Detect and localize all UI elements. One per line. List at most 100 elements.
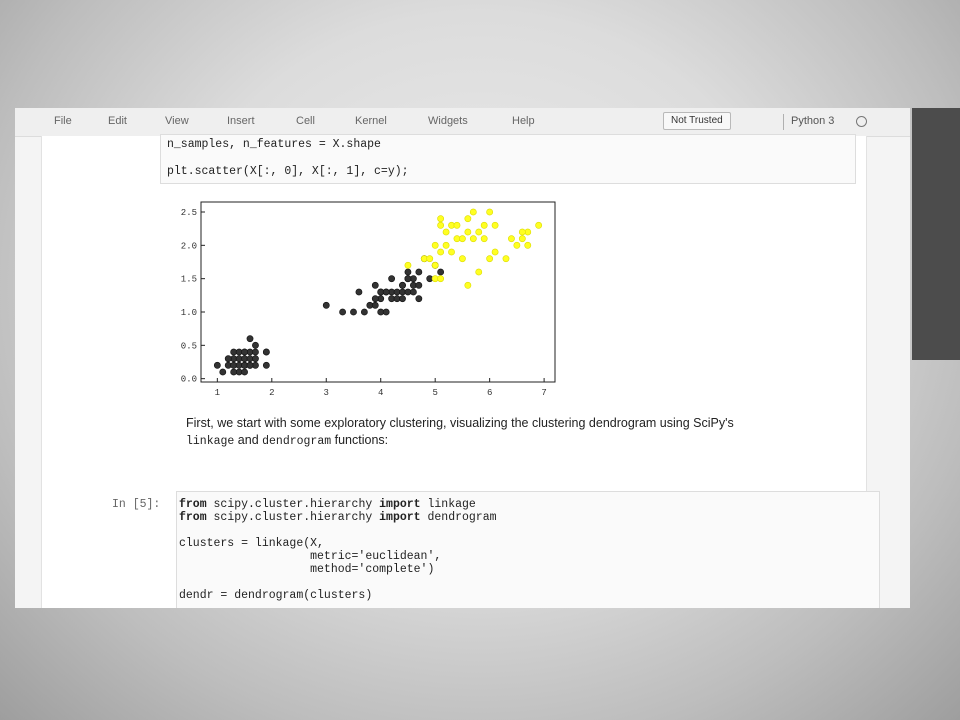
divider	[783, 114, 784, 130]
data-point	[448, 248, 455, 256]
data-point	[360, 308, 368, 316]
data-point	[431, 261, 439, 269]
data-point	[415, 295, 423, 303]
data-point	[322, 301, 330, 309]
code-line: metric='euclidean',	[179, 550, 442, 563]
data-point	[246, 335, 254, 343]
data-point	[491, 221, 499, 229]
y-tick-label: 0.0	[181, 375, 197, 385]
data-point	[219, 368, 227, 376]
x-tick-label: 1	[215, 388, 220, 398]
code-line: method='complete')	[179, 563, 435, 576]
code-cell-input[interactable]: n_samples, n_features = X.shape plt.scat…	[160, 134, 856, 184]
menu-help[interactable]: Help	[512, 115, 535, 127]
x-tick-label: 7	[541, 388, 546, 398]
data-point	[241, 368, 248, 376]
data-point	[453, 221, 461, 229]
code-token: scipy.cluster.hierarchy	[213, 511, 373, 524]
data-point	[437, 248, 445, 256]
data-point	[437, 221, 445, 229]
data-point	[371, 281, 379, 289]
notebook-page[interactable]: n_samples, n_features = X.shape plt.scat…	[41, 134, 880, 608]
data-point	[252, 355, 259, 363]
notebook-window: File Edit View Insert Cell Kernel Widget…	[15, 108, 910, 608]
menu-insert[interactable]: Insert	[227, 115, 255, 127]
x-tick-label: 5	[432, 388, 437, 398]
data-point	[252, 348, 259, 356]
data-point	[404, 261, 412, 269]
data-point	[442, 228, 450, 236]
data-point	[459, 235, 466, 243]
data-point	[491, 248, 499, 256]
data-point	[459, 255, 466, 263]
data-point	[426, 255, 434, 263]
y-tick-label: 1.5	[181, 275, 197, 285]
data-point	[241, 348, 248, 356]
x-tick-label: 6	[487, 388, 492, 398]
menu-view[interactable]: View	[165, 115, 189, 127]
markdown-cell: First, we start with some exploratory cl…	[186, 415, 876, 450]
data-point	[224, 355, 232, 363]
data-point	[480, 235, 488, 243]
x-tick-label: 3	[324, 388, 329, 398]
x-tick-label: 2	[269, 388, 274, 398]
code-token: dendrogram	[427, 511, 497, 524]
menu-kernel[interactable]: Kernel	[355, 115, 387, 127]
data-point	[524, 241, 532, 249]
kernel-idle-icon	[856, 116, 867, 127]
markdown-line: linkage and dendrogram functions:	[186, 432, 876, 450]
data-point	[535, 221, 543, 229]
data-point	[399, 281, 406, 289]
data-point	[404, 268, 412, 276]
data-point	[486, 255, 494, 263]
data-point	[339, 308, 346, 316]
code-line: from scipy.cluster.hierarchy import link…	[179, 498, 476, 511]
data-point	[252, 341, 259, 349]
data-point	[371, 301, 379, 309]
side-panel	[912, 108, 960, 360]
scatter-plot: 0.0 0.5 1.0 1.5 2.0 2.5 1 2 3 4 5 6 7	[181, 201, 556, 398]
inline-code-dendrogram: dendrogram	[262, 435, 332, 448]
keyword: import	[379, 511, 421, 524]
keyword: from	[179, 511, 207, 524]
keyword: import	[379, 498, 421, 511]
data-point	[464, 281, 472, 289]
menu-widgets[interactable]: Widgets	[428, 115, 468, 127]
menu-cell[interactable]: Cell	[296, 115, 315, 127]
keyword: from	[179, 498, 207, 511]
data-point	[409, 288, 417, 296]
markdown-line: First, we start with some exploratory cl…	[186, 416, 734, 430]
data-point	[262, 361, 270, 369]
data-point	[469, 235, 477, 243]
code-cell-input[interactable]: from scipy.cluster.hierarchy import link…	[176, 491, 880, 608]
code-line: clusters = linkage(X,	[179, 537, 324, 550]
data-point	[230, 368, 238, 376]
data-point	[415, 281, 423, 289]
y-tick-label: 1.0	[181, 308, 197, 318]
menu-edit[interactable]: Edit	[108, 115, 127, 127]
y-tick-label: 0.5	[181, 341, 197, 351]
data-point	[437, 275, 445, 283]
data-point	[518, 228, 526, 236]
data-point	[262, 348, 270, 356]
markdown-text-segment: and	[234, 433, 263, 447]
data-point	[480, 221, 488, 229]
menu-file[interactable]: File	[54, 115, 72, 127]
data-point	[437, 268, 445, 276]
menubar: File Edit View Insert Cell Kernel Widget…	[15, 108, 910, 137]
data-point	[437, 215, 445, 223]
x-axis: 1 2 3 4 5 6 7	[215, 378, 547, 398]
x-tick-label: 4	[378, 388, 383, 398]
code-line: dendr = dendrogram(clusters)	[179, 589, 373, 602]
data-point	[415, 268, 423, 276]
data-point	[388, 275, 396, 283]
data-point	[464, 215, 472, 223]
markdown-text-segment: functions:	[331, 433, 389, 447]
data-point	[371, 295, 379, 303]
y-tick-label: 2.0	[181, 241, 197, 251]
data-point	[442, 241, 450, 249]
not-trusted-button[interactable]: Not Trusted	[663, 112, 731, 130]
data-point	[475, 268, 483, 276]
kernel-name: Python 3	[791, 115, 835, 127]
data-point	[475, 228, 483, 236]
